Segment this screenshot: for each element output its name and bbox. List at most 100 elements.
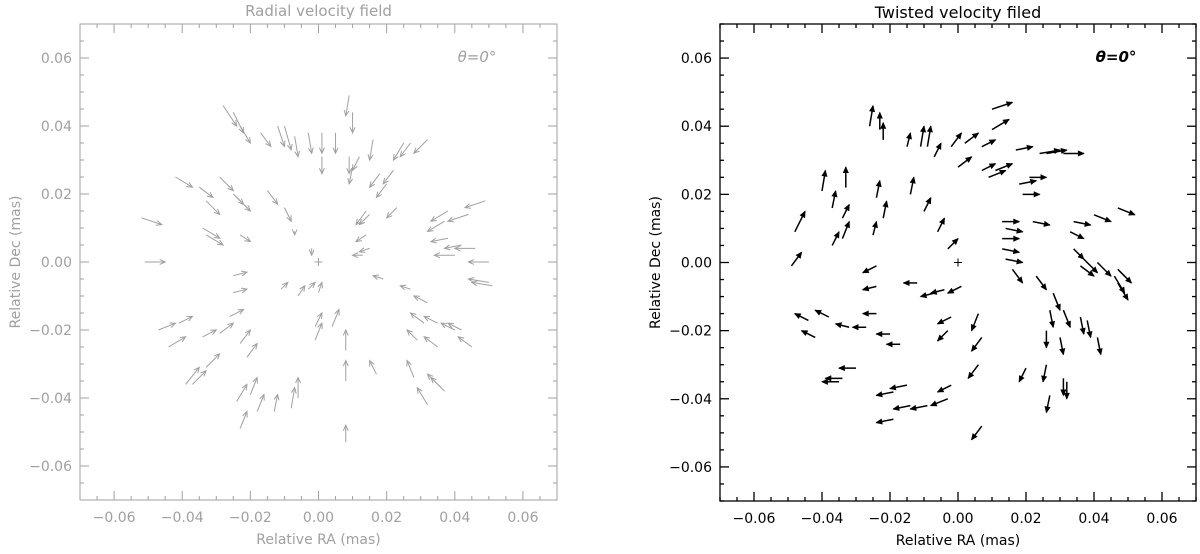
- arrow-shaft: [423, 315, 438, 324]
- arrow-head: [1054, 303, 1061, 312]
- arrow-shaft: [359, 247, 370, 253]
- velocity-arrow: [1117, 268, 1133, 284]
- arrow-shaft: [423, 336, 439, 348]
- x-tick-label: 0.02: [371, 510, 402, 526]
- velocity-arrow: [1079, 316, 1086, 335]
- velocity-arrow: [909, 176, 916, 195]
- arrow-head: [375, 191, 382, 199]
- arrow-head: [833, 230, 840, 239]
- arrow-head: [244, 236, 252, 243]
- velocity-arrow: [205, 352, 221, 368]
- arrow-head: [259, 393, 265, 401]
- arrow-shaft: [382, 169, 394, 185]
- arrow-shaft: [468, 278, 489, 283]
- arrow-head: [1005, 163, 1014, 169]
- velocity-arrow: [205, 234, 225, 246]
- velocity-arrow: [995, 163, 1014, 172]
- chart-title: Radial velocity field: [245, 2, 392, 20]
- velocity-arrow: [947, 237, 959, 250]
- arrow-shaft: [369, 139, 374, 161]
- velocity-arrow: [430, 376, 445, 392]
- arrow-head: [342, 423, 349, 431]
- arrow-head: [265, 140, 272, 148]
- arrow-head: [343, 109, 350, 118]
- velocity-arrow: [1096, 337, 1103, 356]
- arrow-head: [1026, 144, 1034, 151]
- velocity-arrow: [1093, 214, 1112, 223]
- arrow-head: [382, 177, 389, 185]
- arrow-head: [470, 280, 478, 287]
- arrow-shaft: [283, 207, 292, 222]
- arrow-head: [354, 236, 362, 243]
- arrow-head: [1043, 341, 1050, 349]
- velocity-arrow: [861, 310, 877, 317]
- velocity-arrow: [470, 280, 493, 287]
- chart-panel-1: −0.06 −0.04 −0.02 0.00 0.02 0.04 0.06 −0.06 −0.0…: [8, 2, 558, 548]
- arrow-head: [1016, 276, 1024, 284]
- arrow-shaft: [219, 176, 234, 191]
- velocity-arrow: [369, 359, 377, 375]
- arrow-head: [821, 169, 828, 177]
- velocity-arrow: [351, 252, 363, 259]
- velocity-arrow: [929, 398, 949, 407]
- velocity-arrow: [936, 384, 952, 393]
- arrow-shaft: [202, 329, 217, 338]
- arrow-shaft: [447, 322, 462, 331]
- velocity-arrow: [1049, 310, 1056, 329]
- arrow-head: [1077, 252, 1085, 260]
- velocity-arrow: [875, 179, 882, 198]
- velocity-arrow: [814, 309, 830, 318]
- arrow-head: [1041, 375, 1048, 383]
- arrow-head: [1084, 220, 1092, 227]
- velocity-arrow: [1041, 364, 1048, 383]
- velocity-arrow: [1044, 395, 1051, 414]
- arrow-head: [245, 137, 251, 145]
- velocity-arrow: [841, 203, 850, 219]
- arrow-head: [939, 217, 945, 225]
- velocity-arrow: [440, 322, 456, 331]
- velocity-arrow: [1043, 330, 1050, 349]
- x-axis-label: Relative RA (mas): [256, 532, 381, 548]
- velocity-arrow: [399, 142, 411, 158]
- chart-panel-2: −0.06 −0.04 −0.02 0.00 0.02 0.04 0.06 −0.06 −0.0…: [648, 3, 1197, 549]
- arrow-head: [936, 334, 944, 342]
- arrow-head: [936, 318, 945, 325]
- arrow-shaft: [198, 186, 214, 198]
- arrow-head: [227, 184, 235, 192]
- arrow-head: [935, 142, 942, 150]
- arrow-shaft: [202, 227, 220, 239]
- velocity-arrow: [233, 287, 249, 294]
- arrow-shaft: [369, 173, 381, 188]
- arrow-shaft: [246, 343, 258, 358]
- arrow-shaft: [233, 288, 248, 294]
- y-tick-label: 0.06: [681, 51, 712, 67]
- arrow-head: [316, 311, 323, 319]
- x-tick-label: −0.02: [229, 510, 272, 526]
- velocity-arrow: [467, 276, 489, 283]
- arrow-head: [351, 252, 359, 259]
- arrow-shaft: [393, 142, 405, 161]
- arrow-head: [1018, 375, 1025, 383]
- velocity-arrow: [429, 210, 449, 222]
- arrow-shaft: [280, 282, 289, 290]
- velocity-arrow: [168, 336, 187, 348]
- velocity-arrow: [290, 386, 297, 409]
- arrow-head: [213, 352, 221, 360]
- arrow-head: [244, 205, 252, 212]
- y-tick-label: −0.02: [669, 324, 712, 340]
- velocity-arrow: [308, 248, 315, 257]
- velocity-arrow: [358, 247, 370, 253]
- velocity-arrow: [970, 425, 983, 441]
- arrow-head: [423, 315, 431, 322]
- arrow-head: [965, 156, 973, 163]
- arrow-head: [217, 239, 225, 246]
- arrow-head: [1091, 266, 1099, 274]
- velocity-arrow: [861, 265, 877, 274]
- velocity-arrow: [1073, 220, 1092, 227]
- arrow-head: [834, 322, 843, 329]
- velocity-arrow: [319, 132, 325, 155]
- velocity-arrow: [926, 125, 933, 147]
- y-tick-label: 0.02: [681, 187, 712, 203]
- arrow-head: [399, 150, 406, 158]
- arrow-head: [282, 281, 289, 289]
